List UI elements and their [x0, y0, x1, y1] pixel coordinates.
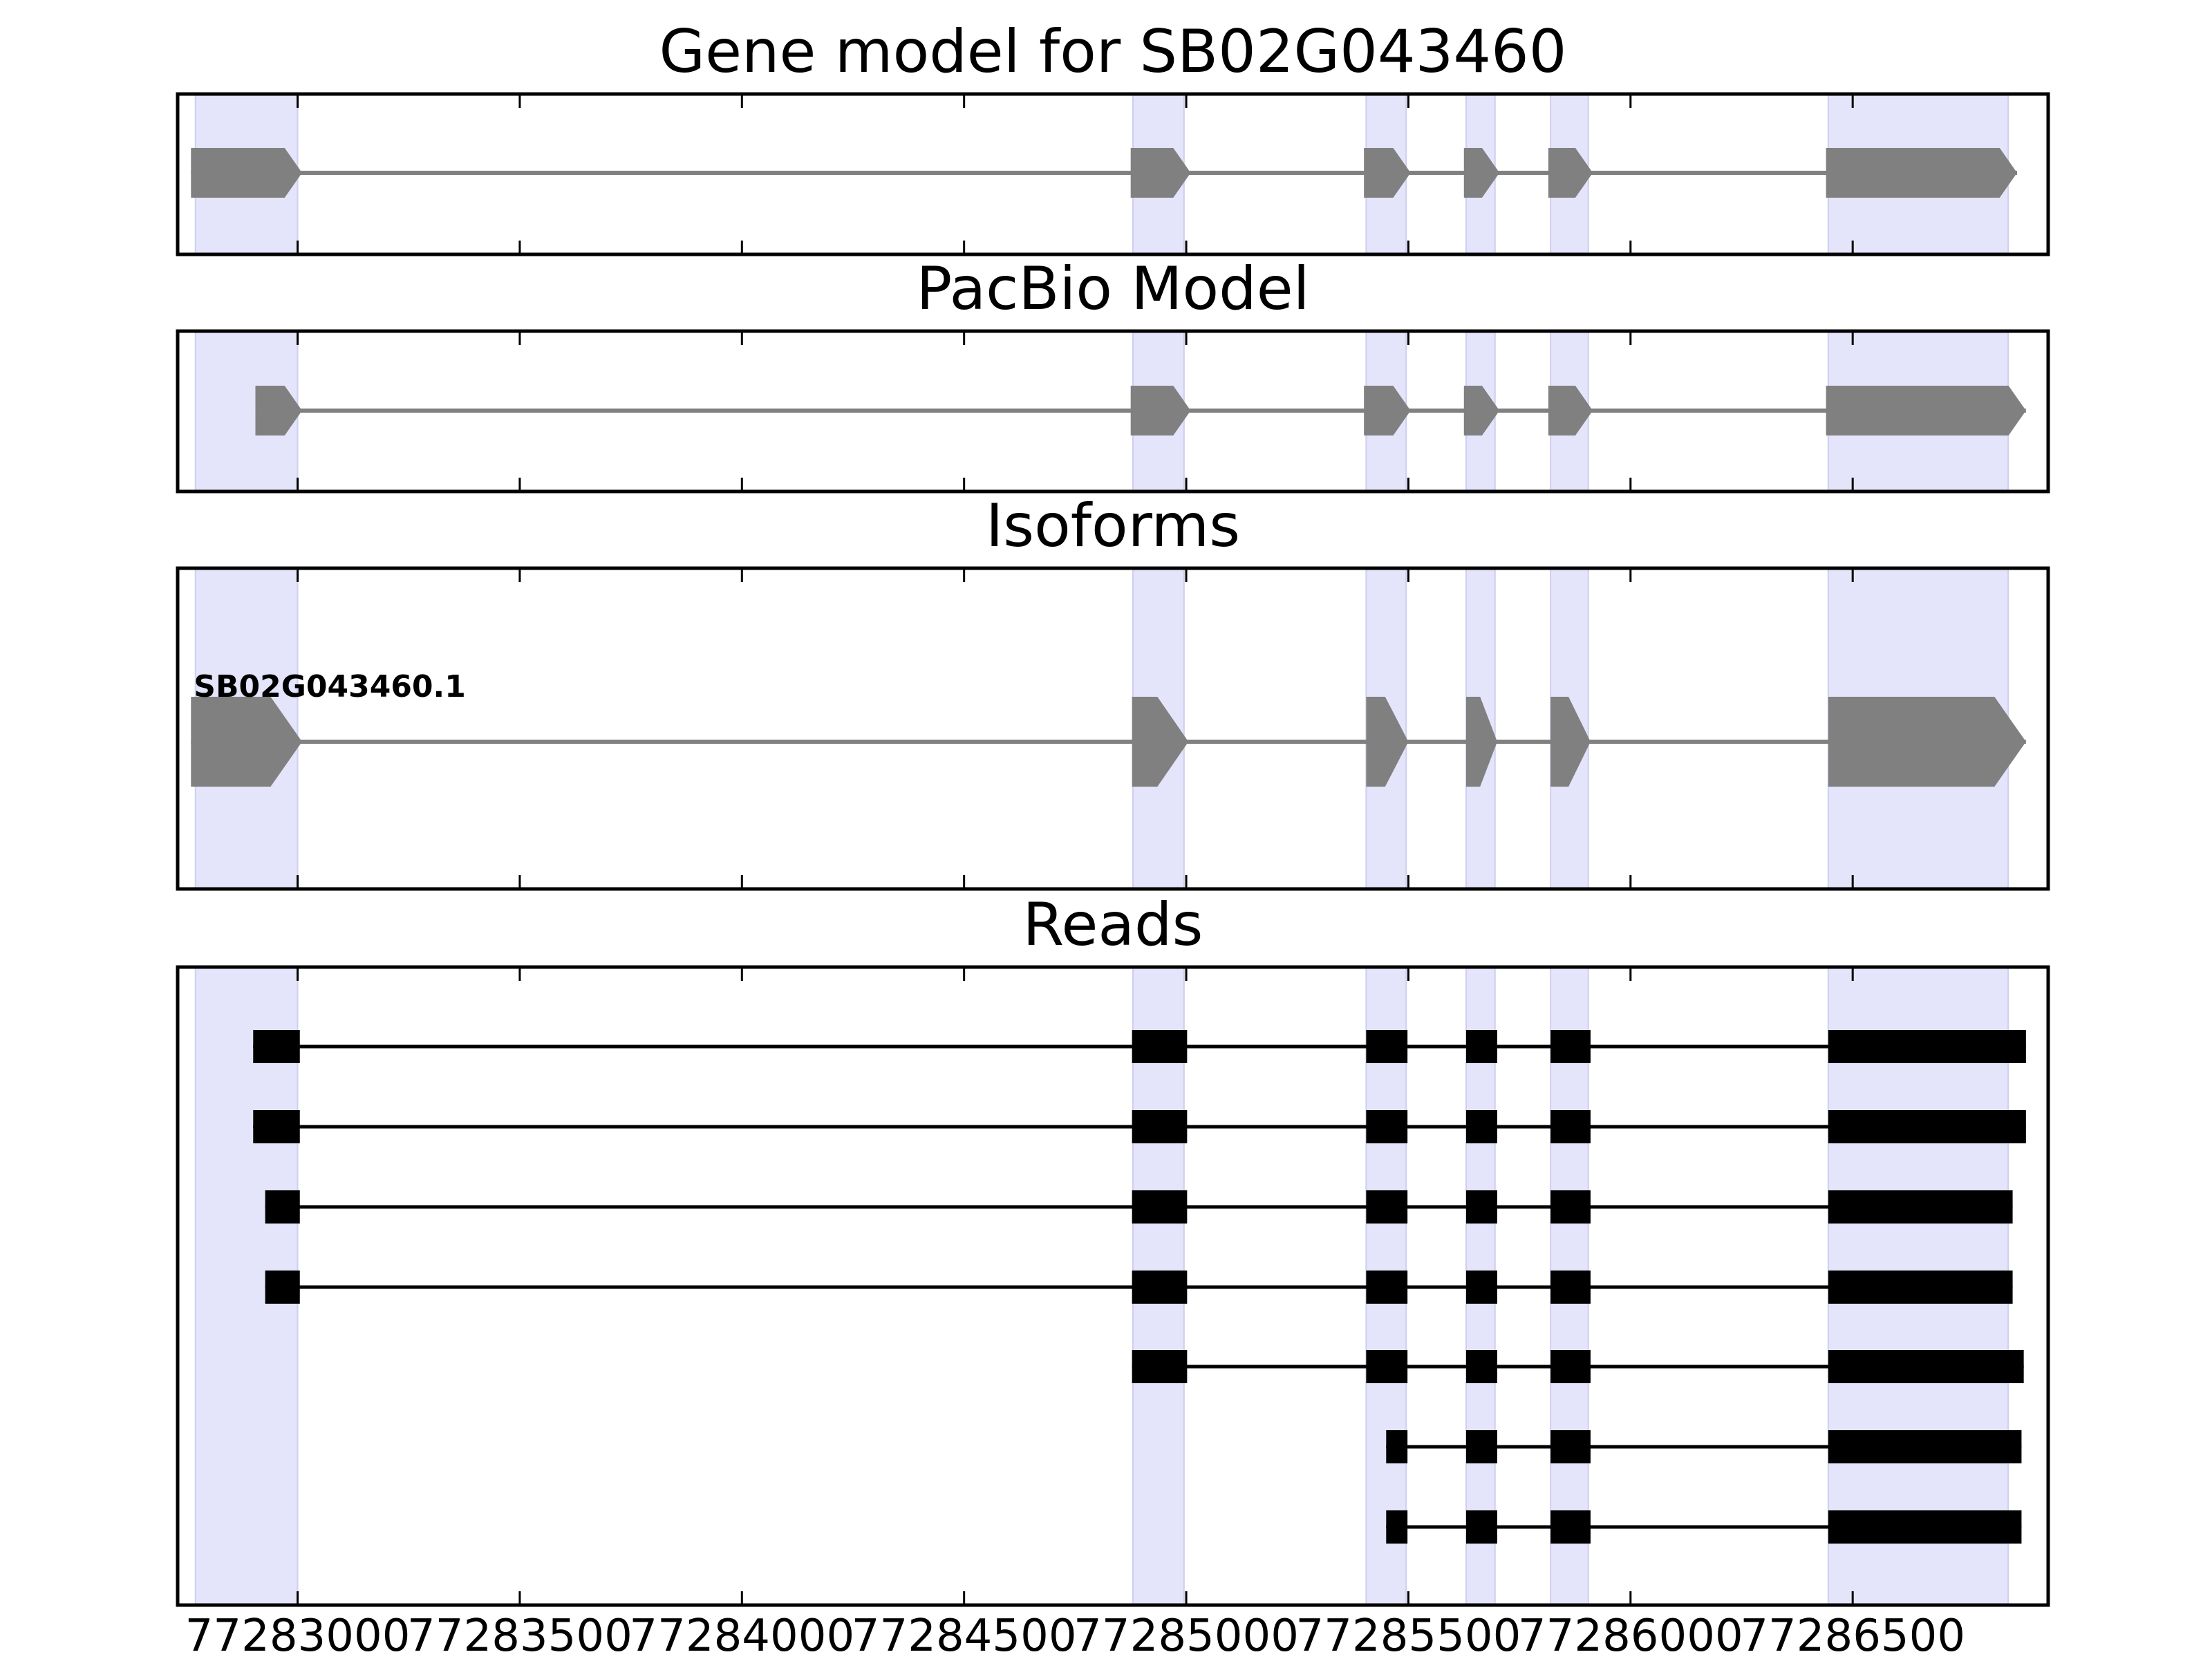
read-exon-block	[1828, 1110, 2026, 1143]
read-exon-block	[1132, 1350, 1188, 1383]
exon-arrow	[1550, 697, 1591, 787]
read-exon-block	[1465, 1110, 1497, 1143]
x-tick-label: 77286000	[1518, 1611, 1743, 1659]
read-exon-block	[253, 1110, 300, 1143]
x-tick-label: 77286500	[1740, 1611, 1965, 1659]
read-exon-block	[1366, 1350, 1408, 1383]
read-exon-block	[1550, 1190, 1591, 1224]
exon-arrow	[1364, 386, 1411, 435]
read-exon-block	[265, 1190, 300, 1224]
read-exon-block	[1132, 1030, 1188, 1063]
gene-track	[255, 386, 2026, 435]
read-exon-block	[1828, 1430, 2022, 1463]
read-exon-block	[1366, 1271, 1408, 1304]
panel-frame	[176, 92, 2050, 256]
x-tick-label: 77283000	[185, 1611, 411, 1659]
panel-frame	[176, 566, 2050, 891]
panel-title: PacBio Model	[916, 254, 1309, 324]
read-exon-block	[1465, 1190, 1497, 1224]
isoform-label: SB02G043460.1	[194, 669, 466, 704]
read-exon-block	[1132, 1271, 1188, 1304]
gene-track	[191, 148, 2018, 198]
exon-arrow	[191, 148, 302, 198]
read-exon-block	[1550, 1350, 1591, 1383]
panel-title: Isoforms	[986, 491, 1240, 561]
exon-arrow	[1132, 697, 1189, 787]
exon-arrow	[1366, 697, 1409, 787]
panel-frame	[176, 329, 2050, 494]
read-exon-block	[1550, 1510, 1591, 1544]
read-exon-block	[1386, 1430, 1408, 1463]
read-exon-block	[265, 1271, 300, 1304]
read-exon-block	[1465, 1430, 1497, 1463]
read-track	[1132, 1350, 2024, 1383]
panel-3: SB02G043460.1 Isoforms	[176, 491, 2050, 891]
x-tick-label: 77284000	[629, 1611, 854, 1659]
read-exon-block	[1550, 1430, 1591, 1463]
exon-arrow	[1548, 386, 1593, 435]
read-exon-block	[1465, 1510, 1497, 1544]
x-tick-label: 77285000	[1074, 1611, 1299, 1659]
read-track	[1386, 1430, 2022, 1463]
read-exon-block	[1828, 1350, 2024, 1383]
read-exon-block	[1828, 1030, 2026, 1063]
panel-2: PacBio Model	[176, 254, 2050, 494]
exon-arrow	[191, 697, 302, 787]
panel-4: Reads	[176, 890, 2050, 1607]
read-track	[1386, 1510, 2022, 1544]
read-track	[253, 1110, 2026, 1143]
exon-arrow	[255, 386, 302, 435]
read-exon-block	[1550, 1110, 1591, 1143]
exon-arrow	[1826, 148, 2018, 198]
read-exon-block	[1828, 1510, 2022, 1544]
exon-arrow	[1364, 148, 1411, 198]
read-exon-block	[1366, 1110, 1408, 1143]
exon-arrow	[1548, 148, 1593, 198]
x-tick-label: 77285500	[1296, 1611, 1521, 1659]
exon-arrow	[1463, 386, 1500, 435]
read-exon-block	[1132, 1110, 1188, 1143]
read-exon-block	[1465, 1271, 1497, 1304]
exon-arrow	[1463, 148, 1500, 198]
gene-track: SB02G043460.1	[191, 669, 2026, 787]
panel-title: Reads	[1023, 890, 1203, 959]
read-exon-block	[253, 1030, 300, 1063]
read-track	[253, 1030, 2026, 1063]
exon-arrow	[1826, 386, 2026, 435]
read-exon-block	[1828, 1271, 2013, 1304]
read-exon-block	[1366, 1030, 1408, 1063]
read-exon-block	[1366, 1190, 1408, 1224]
exon-arrow	[1828, 697, 2026, 787]
read-exon-block	[1386, 1510, 1408, 1544]
read-exon-block	[1550, 1030, 1591, 1063]
x-tick-label: 77283500	[407, 1611, 632, 1659]
read-exon-block	[1465, 1350, 1497, 1383]
read-track	[265, 1271, 2013, 1304]
read-exon-block	[1465, 1030, 1497, 1063]
read-track	[265, 1190, 2013, 1224]
read-exon-block	[1132, 1190, 1188, 1224]
exon-arrow	[1465, 697, 1497, 787]
panel-1: Gene model for SB02G043460	[176, 17, 2050, 256]
exon-arrow	[1130, 148, 1191, 198]
read-exon-block	[1550, 1271, 1591, 1304]
exon-arrow	[1130, 386, 1191, 435]
panel-frame	[176, 965, 2050, 1607]
panel-title: Gene model for SB02G043460	[659, 17, 1567, 86]
read-exon-block	[1828, 1190, 2013, 1224]
x-tick-label: 77284500	[852, 1611, 1077, 1659]
